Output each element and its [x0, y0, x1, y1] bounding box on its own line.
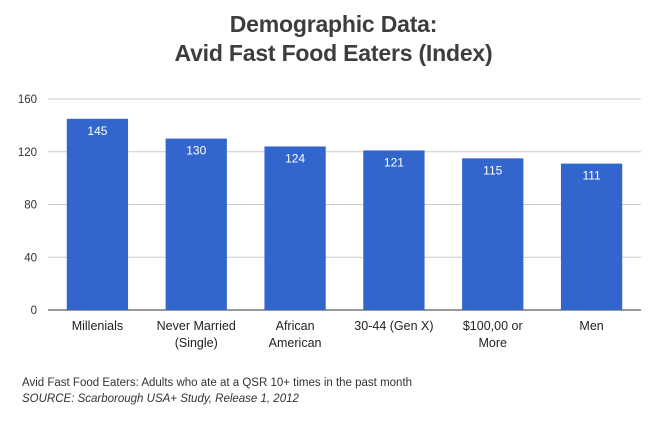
- bar: [462, 158, 524, 310]
- bar-data-label: 121: [384, 155, 404, 169]
- chart-title-line-1: Demographic Data:: [229, 11, 438, 37]
- bar-data-label: 115: [483, 163, 502, 177]
- bar: [363, 150, 425, 310]
- y-tick-label: 0: [31, 305, 37, 317]
- bar-chart: 0 40 80 120 160 145 Millenials 130 Never Married…: [18, 94, 641, 350]
- bar-data-label: 111: [582, 169, 601, 183]
- footnote: Avid Fast Food Eaters: Adults who ate at…: [22, 377, 413, 389]
- source-note: SOURCE: Scarborough USA+ Study, Release …: [22, 393, 299, 405]
- bar-data-label: 124: [285, 151, 305, 165]
- bar-data-label: 145: [87, 124, 107, 138]
- bar: [560, 163, 623, 310]
- bar: [264, 146, 326, 310]
- x-tick-label: Men: [579, 319, 603, 333]
- x-tick-label: 30-44 (Gen X): [354, 319, 433, 333]
- x-tick-label: $100,00 or More: [463, 319, 523, 350]
- y-tick-label: 160: [18, 94, 37, 106]
- bar: [66, 118, 129, 310]
- y-tick-label: 40: [24, 252, 37, 264]
- bar-data-label: 130: [186, 144, 206, 158]
- y-tick-label: 120: [18, 147, 37, 159]
- chart-title-line-2: Avid Fast Food Eaters (Index): [174, 40, 493, 66]
- x-tick-label: Never Married (Single): [157, 319, 236, 350]
- x-tick-label: African American: [269, 319, 322, 350]
- y-tick-label: 80: [24, 200, 37, 212]
- x-tick-label: Millenials: [72, 319, 123, 333]
- chart-title: Demographic Data: Avid Fast Food Eaters …: [0, 10, 667, 68]
- bar: [165, 138, 227, 310]
